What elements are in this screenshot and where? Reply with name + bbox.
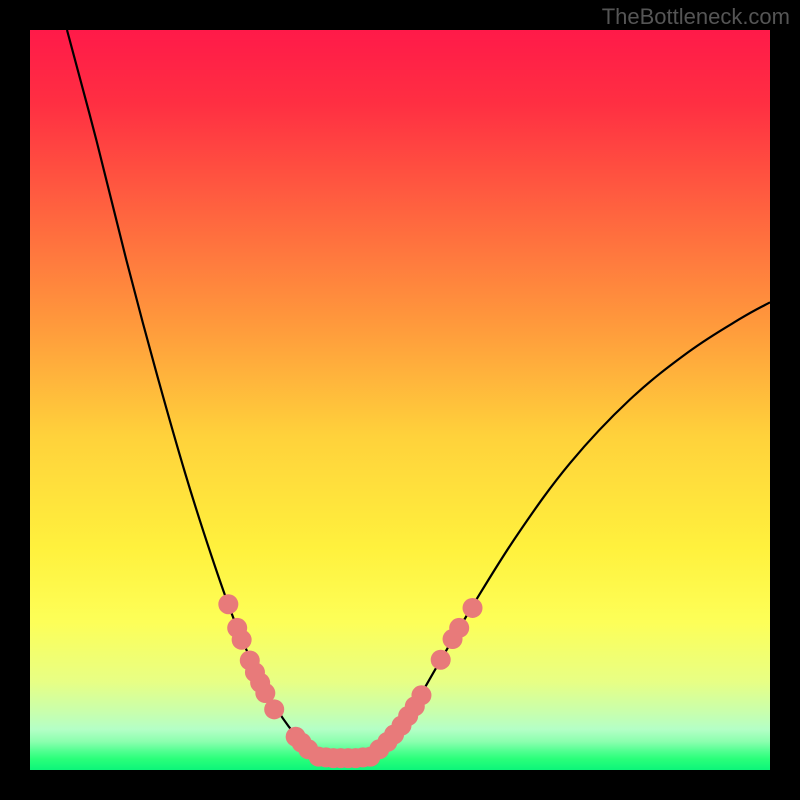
marker-right-lower-6 [411, 685, 431, 705]
marker-left-upper-2 [232, 630, 252, 650]
marker-left-upper-0 [218, 594, 238, 614]
plot-gradient-background [30, 30, 770, 770]
marker-right-upper-2 [443, 629, 463, 649]
marker-right-upper-3 [463, 598, 483, 618]
marker-left-upper-7 [264, 699, 284, 719]
bottleneck-chart-svg [0, 0, 800, 800]
watermark-text: TheBottleneck.com [602, 4, 790, 30]
marker-right-upper-0 [431, 650, 451, 670]
marker-bottom-7 [360, 747, 380, 767]
chart-container: TheBottleneck.com [0, 0, 800, 800]
